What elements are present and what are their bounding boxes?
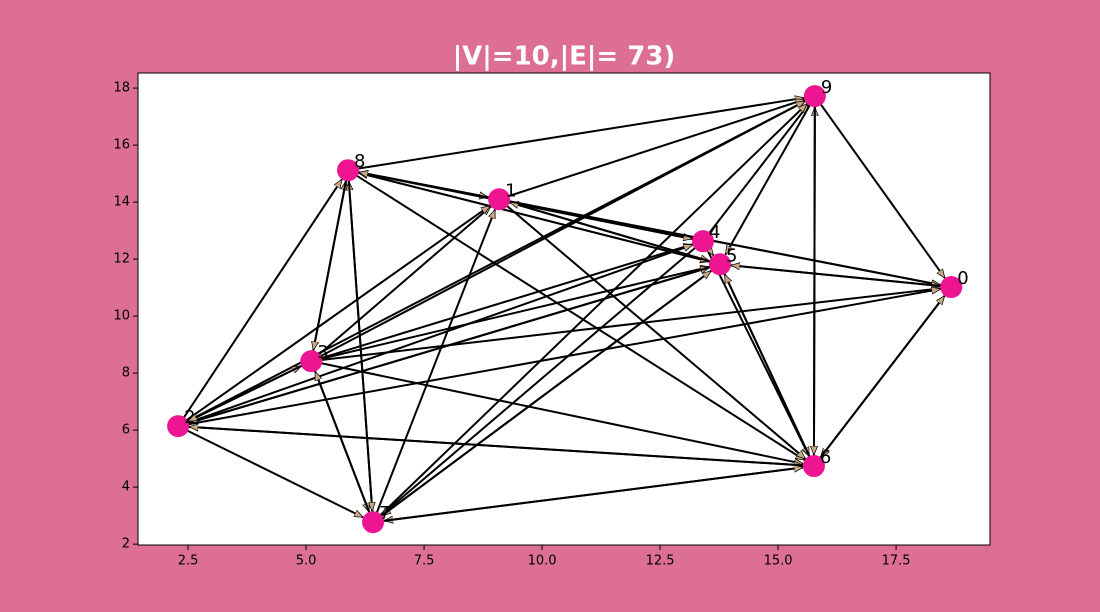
edge — [311, 360, 803, 464]
edge — [381, 240, 704, 516]
plot-area — [137, 72, 991, 546]
edge — [314, 371, 375, 523]
x-tick-label: 12.5 — [646, 554, 675, 569]
edge — [814, 96, 815, 455]
edge — [372, 270, 711, 524]
edge — [724, 95, 816, 255]
x-tick-label: 5.0 — [296, 554, 317, 569]
edge — [498, 198, 805, 460]
chart-title: |V|=10,|E|= 73) — [453, 42, 676, 72]
node-label: 3 — [317, 342, 328, 363]
node-label: 9 — [821, 77, 832, 98]
y-tick-label: 10 — [113, 309, 130, 324]
y-tick-label: 18 — [113, 81, 130, 96]
y-tick-label: 16 — [113, 138, 130, 153]
x-tick-label: 10.0 — [528, 554, 557, 569]
node-label: 6 — [820, 447, 831, 468]
edge — [177, 243, 693, 428]
edge — [347, 169, 805, 461]
edge — [347, 169, 709, 261]
node — [362, 511, 385, 534]
y-tick-label: 12 — [113, 252, 130, 267]
y-tick-label: 8 — [122, 366, 130, 381]
edge — [311, 267, 709, 363]
edge — [372, 210, 497, 523]
edge — [372, 467, 803, 524]
y-tick-label: 14 — [113, 195, 130, 210]
edge — [177, 179, 343, 427]
x-tick-label: 2.5 — [178, 554, 199, 569]
edge — [498, 198, 940, 285]
node-label: 0 — [957, 268, 968, 289]
node — [488, 188, 511, 211]
node-label: 7 — [379, 503, 390, 524]
edge — [498, 100, 804, 201]
edge — [372, 103, 807, 523]
edge — [347, 98, 804, 172]
edge — [813, 296, 946, 467]
y-tick-label: 6 — [122, 423, 130, 438]
node — [300, 350, 323, 373]
node-label: 1 — [505, 180, 516, 201]
x-tick-label: 7.5 — [414, 554, 435, 569]
node-label: 8 — [354, 151, 365, 172]
y-tick-label: 4 — [122, 480, 130, 495]
edge — [702, 240, 810, 456]
node-label: 4 — [709, 222, 720, 243]
edge — [702, 105, 809, 242]
node — [803, 85, 826, 108]
node — [709, 253, 732, 276]
edge — [177, 204, 490, 427]
edge — [311, 288, 940, 363]
edge — [188, 360, 312, 423]
x-tick-label: 15.0 — [764, 554, 793, 569]
edge — [347, 170, 372, 511]
edge — [313, 170, 350, 350]
edge — [177, 425, 363, 519]
y-tick-label: 2 — [122, 537, 130, 552]
node — [692, 230, 715, 253]
edge — [177, 289, 940, 428]
edge — [310, 205, 491, 362]
node — [940, 276, 963, 299]
node — [337, 159, 360, 182]
edge — [510, 202, 721, 266]
edge — [814, 95, 946, 278]
node — [802, 455, 825, 478]
x-tick-label: 17.5 — [882, 554, 911, 569]
edge — [723, 274, 815, 467]
edge — [731, 265, 952, 289]
node-label: 2 — [184, 407, 195, 428]
edge — [310, 244, 692, 363]
edge — [189, 427, 814, 468]
node-label: 5 — [726, 245, 737, 266]
node — [167, 415, 190, 438]
edge — [177, 100, 805, 428]
